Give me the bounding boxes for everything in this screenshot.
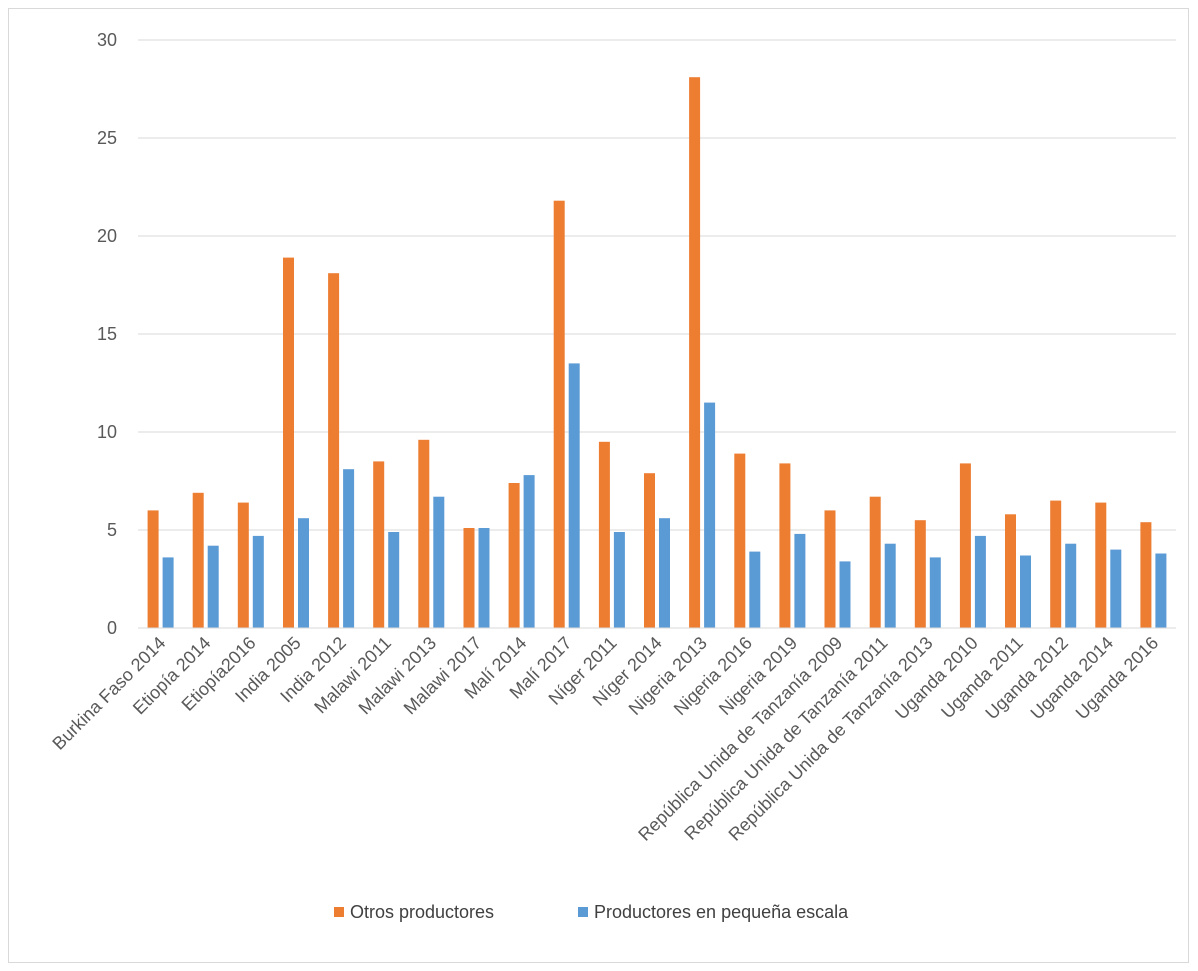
bar-otros-productores [328,273,340,628]
bar-pequena-escala [974,535,986,628]
bar-otros-productores [553,200,565,628]
bar-pequena-escala [388,532,400,628]
bar-otros-productores [644,473,655,628]
bar-otros-productores [689,77,701,628]
legend-label-pequena-escala: Productores en pequeña escala [594,902,849,922]
bar-pequena-escala [478,528,490,628]
bar-pequena-escala [343,469,355,628]
bar-pequena-escala [613,532,625,628]
bar-otros-productores [147,510,159,628]
bar-pequena-escala [162,557,174,628]
bar-pequena-escala [1065,543,1077,628]
bar-pequena-escala [704,402,716,628]
legend: Otros productores Productores en pequeña… [334,902,849,922]
bar-otros-productores [418,439,430,628]
y-tick-label: 20 [97,226,117,246]
y-tick-label: 10 [97,422,117,442]
bar-otros-productores [1140,522,1152,628]
bar-otros-productores [373,461,385,628]
bar-pequena-escala [433,496,445,628]
bar-pequena-escala [252,535,264,628]
y-tick-label: 25 [97,128,117,148]
bar-otros-productores [463,528,475,628]
gridlines [138,39,1176,531]
bar-pequena-escala [1155,553,1167,628]
y-tick-label: 30 [97,30,117,50]
legend-swatch-otros [334,907,344,917]
bar-pequena-escala [749,551,761,628]
bar-otros-productores [734,453,746,628]
bar-otros-productores [824,510,836,628]
bar-otros-productores [1095,502,1107,628]
bar-otros-productores [508,483,520,628]
bars [147,77,1167,628]
bar-pequena-escala [207,545,219,628]
bar-otros-productores [192,492,204,628]
bar-pequena-escala [568,363,580,628]
bar-pequena-escala [884,543,896,628]
bar-otros-productores [1005,514,1016,628]
bar-otros-productores [237,502,249,628]
bar-otros-productores [959,463,971,628]
bar-pequena-escala [1020,555,1031,628]
bar-otros-productores [598,441,610,628]
bar-pequena-escala [523,475,535,628]
bar-otros-productores [914,520,926,628]
y-tick-label: 0 [107,618,117,638]
bar-otros-productores [283,257,294,628]
bar-otros-productores [779,463,791,628]
bar-pequena-escala [794,533,806,628]
bar-pequena-escala [929,557,941,628]
legend-label-otros: Otros productores [350,902,494,922]
bar-pequena-escala [1110,549,1122,628]
bar-otros-productores [1050,500,1062,628]
bar-otros-productores [869,496,881,628]
chart-frame [8,8,1189,963]
bar-pequena-escala [839,561,851,628]
y-axis-ticks: 0 5 10 15 20 25 30 [97,30,117,638]
bar-pequena-escala [298,518,309,628]
y-tick-label: 5 [107,520,117,540]
legend-swatch-pequena-escala [578,907,588,917]
y-tick-label: 15 [97,324,117,344]
bar-pequena-escala [659,518,670,628]
